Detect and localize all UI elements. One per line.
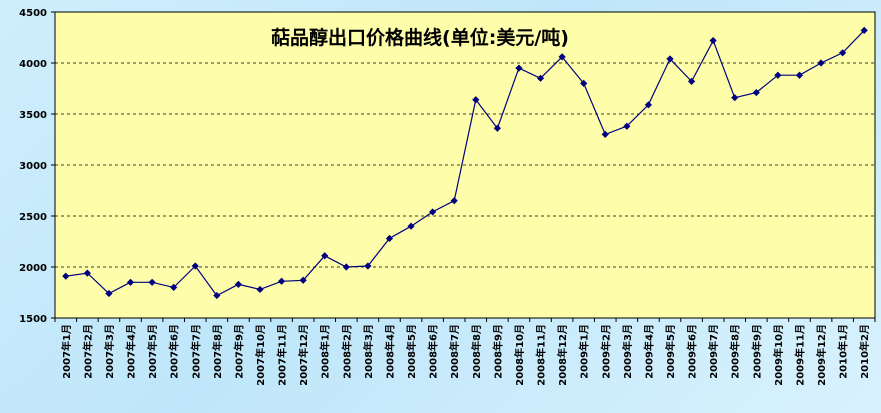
data-point <box>299 276 307 284</box>
y-tick-label: 2500 <box>19 212 47 223</box>
x-tick-label: 2009年3月 <box>621 324 634 379</box>
data-point <box>277 277 286 285</box>
x-tick-label: 2007年3月 <box>103 324 116 379</box>
x-tick-label: 2008年10月 <box>513 324 526 386</box>
x-tick-label: 2007年11月 <box>276 324 289 386</box>
data-point <box>62 272 70 280</box>
x-tick-label: 2007年7月 <box>189 324 202 379</box>
x-tick-label: 2010年1月 <box>837 324 850 379</box>
data-point <box>105 289 113 298</box>
data-point <box>644 101 653 109</box>
data-point <box>687 77 696 85</box>
y-tick-label: 1500 <box>19 314 47 325</box>
x-tick-label: 2008年6月 <box>427 324 440 379</box>
x-tick-label: 2009年6月 <box>686 324 699 379</box>
x-tick-label: 2010年2月 <box>858 324 871 379</box>
data-point <box>839 49 847 57</box>
data-point <box>450 197 458 205</box>
data-point <box>256 285 264 294</box>
data-point <box>83 269 91 277</box>
data-point <box>580 79 588 87</box>
x-tick-label: 2009年7月 <box>707 324 720 379</box>
x-tick-label: 2008年3月 <box>362 324 375 379</box>
x-tick-label: 2007年12月 <box>297 324 310 386</box>
x-tick-label: 2008年5月 <box>405 324 418 379</box>
data-point <box>558 53 566 61</box>
x-tick-label: 2007年2月 <box>81 324 94 379</box>
x-tick-label: 2009年10月 <box>772 324 785 386</box>
x-tick-label: 2007年1月 <box>60 324 73 379</box>
x-tick-label: 2009年2月 <box>599 324 612 379</box>
data-point <box>623 122 631 130</box>
x-tick-label: 2007年6月 <box>168 324 181 379</box>
x-tick-label: 2009年4月 <box>642 324 655 379</box>
x-tick-label: 2008年1月 <box>319 324 332 379</box>
data-point <box>536 74 545 82</box>
data-point <box>472 96 480 104</box>
x-tick-label: 2009年5月 <box>664 324 677 379</box>
y-tick-label: 4500 <box>19 8 47 19</box>
x-tick-label: 2009年9月 <box>750 324 763 379</box>
x-tick-label: 2008年8月 <box>470 324 483 379</box>
data-point <box>364 262 372 270</box>
x-tick-label: 2007年5月 <box>146 324 159 379</box>
y-tick-label: 4000 <box>19 59 47 70</box>
x-tick-label: 2007年9月 <box>232 324 245 379</box>
data-point <box>493 124 501 132</box>
data-point <box>148 278 156 286</box>
data-point <box>234 280 243 288</box>
data-point <box>213 291 221 300</box>
x-tick-label: 2009年1月 <box>578 324 591 379</box>
x-axis: 2007年1月 2007年2月 2007年3月 2007年4月 2007年5月 2007年… <box>54 318 876 386</box>
data-point <box>407 222 415 230</box>
data-point <box>191 262 199 270</box>
x-tick-label: 2008年4月 <box>383 324 396 379</box>
x-tick-label: 2008年12月 <box>556 324 569 386</box>
data-point <box>795 71 804 79</box>
y-tick-label: 3000 <box>19 161 47 172</box>
x-tick-label: 2009年12月 <box>815 324 828 386</box>
y-axis: 1500 2000 2500 3000 3500 4000 4500 <box>19 8 55 325</box>
x-tick-label: 2008年2月 <box>340 324 353 379</box>
data-point <box>731 94 739 102</box>
x-tick-label: 2007年8月 <box>211 324 224 379</box>
series-points <box>62 26 868 300</box>
data-point <box>321 252 329 260</box>
data-point <box>817 59 825 67</box>
data-point <box>860 26 868 34</box>
x-tick-label: 2008年7月 <box>448 324 461 379</box>
chart-title: 萜品醇出口价格曲线(单位:美元/吨) <box>271 26 569 49</box>
y-tick-label: 3500 <box>19 110 47 121</box>
grid-layer <box>55 62 875 268</box>
x-tick-label: 2008年11月 <box>535 324 548 386</box>
x-tick-label: 2008年9月 <box>491 324 504 379</box>
data-point <box>126 278 135 286</box>
data-point <box>601 130 609 138</box>
data-point <box>774 71 782 79</box>
y-tick-label: 2000 <box>19 263 47 274</box>
data-point <box>170 283 178 291</box>
data-point <box>429 208 437 216</box>
x-tick-label: 2007年10月 <box>254 324 267 386</box>
data-point <box>385 234 394 243</box>
data-point <box>709 36 717 45</box>
series-line <box>65 29 865 297</box>
x-tick-label: 2007年4月 <box>125 324 138 379</box>
x-tick-label: 2009年8月 <box>729 324 742 379</box>
data-point <box>515 64 523 72</box>
data-point <box>666 55 674 63</box>
x-tick-label: 2009年11月 <box>793 324 806 386</box>
data-point <box>752 88 760 97</box>
data-point <box>342 263 350 271</box>
